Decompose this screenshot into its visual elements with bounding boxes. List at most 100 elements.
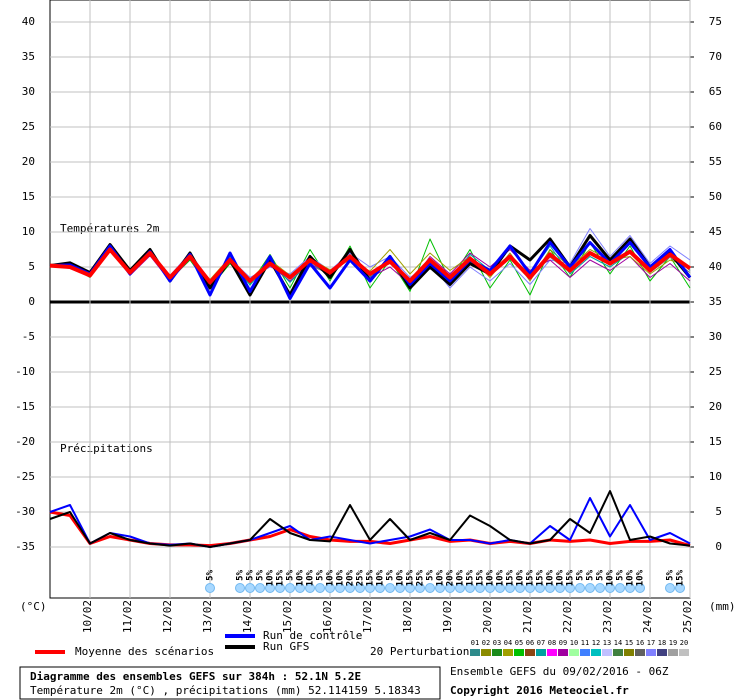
- perturbation-legend-title: 20 Perturbations: [370, 645, 476, 658]
- perturbation-legend-swatch: [591, 649, 601, 656]
- y-tick-label: 15: [22, 190, 35, 203]
- snow-label: 5%: [246, 569, 256, 580]
- snow-label: 10%: [626, 569, 636, 586]
- perturbation-legend-label: 05: [515, 639, 523, 647]
- y2-tick-label: 35: [709, 295, 722, 308]
- snow-icon: [515, 583, 525, 593]
- snow-icon: [455, 583, 465, 593]
- y2-tick-label: 0: [715, 540, 722, 553]
- perturbation-legend-swatch: [668, 649, 678, 656]
- x-tick-label: 13/02: [201, 600, 214, 633]
- snow-label: 10%: [556, 569, 566, 586]
- perturbation-legend-swatch: [481, 649, 491, 656]
- y-tick-label: -15: [15, 400, 35, 413]
- snow-label: 15%: [526, 569, 536, 586]
- snow-icon: [275, 583, 285, 593]
- y2-tick-label: 10: [709, 470, 722, 483]
- x-tick-label: 14/02: [241, 600, 254, 633]
- snow-icon: [675, 583, 685, 593]
- snow-label: 5%: [616, 569, 626, 580]
- snow-icon: [435, 583, 445, 593]
- snow-label: 5%: [286, 569, 296, 580]
- y-tick-label: -30: [15, 505, 35, 518]
- snow-label: 10%: [396, 569, 406, 586]
- perturbation-legend-label: 15: [625, 639, 633, 647]
- snow-icon: [385, 583, 395, 593]
- snow-icon: [525, 583, 535, 593]
- perturbation-legend-swatch: [503, 649, 513, 656]
- snow-icon: [375, 583, 385, 593]
- snow-label: 5%: [576, 569, 586, 580]
- snow-label: 10%: [496, 569, 506, 586]
- x-tick-label: 22/02: [561, 600, 574, 633]
- x-tick-label: 17/02: [361, 600, 374, 633]
- y2-tick-label: 45: [709, 225, 722, 238]
- snow-label: 10%: [266, 569, 276, 586]
- snow-label: 5%: [316, 569, 326, 580]
- perturbation-legend-swatch: [602, 649, 612, 656]
- x-tick-label: 12/02: [161, 600, 174, 633]
- y2-tick-label: 5: [715, 505, 722, 518]
- snow-label: 25%: [416, 569, 426, 586]
- y2-tick-label: 15: [709, 435, 722, 448]
- perturbation-legend-swatch: [646, 649, 656, 656]
- snow-icon: [595, 583, 605, 593]
- snow-icon: [485, 583, 495, 593]
- y2-tick-label: 30: [709, 330, 722, 343]
- snow-label: 5%: [666, 569, 676, 580]
- snow-label: 20%: [346, 569, 356, 586]
- x-tick-label: 10/02: [81, 600, 94, 633]
- snow-label: 10%: [436, 569, 446, 586]
- snow-icon: [535, 583, 545, 593]
- perturbation-legend-label: 17: [647, 639, 655, 647]
- snow-label: 15%: [276, 569, 286, 586]
- y-tick-label: -25: [15, 470, 35, 483]
- y-tick-label: 40: [22, 15, 35, 28]
- snow-icon: [365, 583, 375, 593]
- perturbation-legend-label: 03: [493, 639, 501, 647]
- perturbation-legend-swatch: [525, 649, 535, 656]
- perturbation-legend-swatch: [470, 649, 480, 656]
- y-tick-label: -20: [15, 435, 35, 448]
- snow-label: 10%: [376, 569, 386, 586]
- x-tick-label: 21/02: [521, 600, 534, 633]
- snow-label: 5%: [236, 569, 246, 580]
- temperature-line: [49, 247, 692, 285]
- snow-label: 15%: [466, 569, 476, 586]
- y-tick-label: -5: [22, 330, 35, 343]
- snow-label: 10%: [456, 569, 466, 586]
- snow-icon: [425, 583, 435, 593]
- perturbation-legend-swatch: [558, 649, 568, 656]
- copyright: Copyright 2016 Meteociel.fr: [450, 684, 629, 697]
- y2-unit: (mm): [709, 600, 736, 613]
- y-tick-label: 20: [22, 155, 35, 168]
- snow-icon: [355, 583, 365, 593]
- y2-tick-label: 55: [709, 155, 722, 168]
- snow-icon: [315, 583, 325, 593]
- x-tick-label: 16/02: [321, 600, 334, 633]
- legend-label: Moyenne des scénarios: [75, 645, 214, 658]
- snow-icon: [205, 583, 215, 593]
- snow-icon: [415, 583, 425, 593]
- perturbation-legend-label: 08: [548, 639, 556, 647]
- perturbation-legend-label: 13: [603, 639, 611, 647]
- perturbation-legend-label: 14: [614, 639, 622, 647]
- snow-icon: [665, 583, 675, 593]
- snow-icon: [295, 583, 305, 593]
- snow-label: 5%: [596, 569, 606, 580]
- run-info: Ensemble GEFS du 09/02/2016 - 06Z: [450, 665, 669, 678]
- y2-tick-label: 25: [709, 365, 722, 378]
- snow-icon: [235, 583, 245, 593]
- x-tick-label: 24/02: [641, 600, 654, 633]
- snow-label: 5%: [586, 569, 596, 580]
- y-tick-label: 35: [22, 50, 35, 63]
- snow-label: 10%: [326, 569, 336, 586]
- snow-label: 15%: [506, 569, 516, 586]
- y2-tick-label: 20: [709, 400, 722, 413]
- legend-label: Run GFS: [263, 640, 309, 653]
- perturbation-legend-label: 20: [680, 639, 688, 647]
- y2-tick-label: 60: [709, 120, 722, 133]
- snow-icon: [625, 583, 635, 593]
- x-tick-label: 18/02: [401, 600, 414, 633]
